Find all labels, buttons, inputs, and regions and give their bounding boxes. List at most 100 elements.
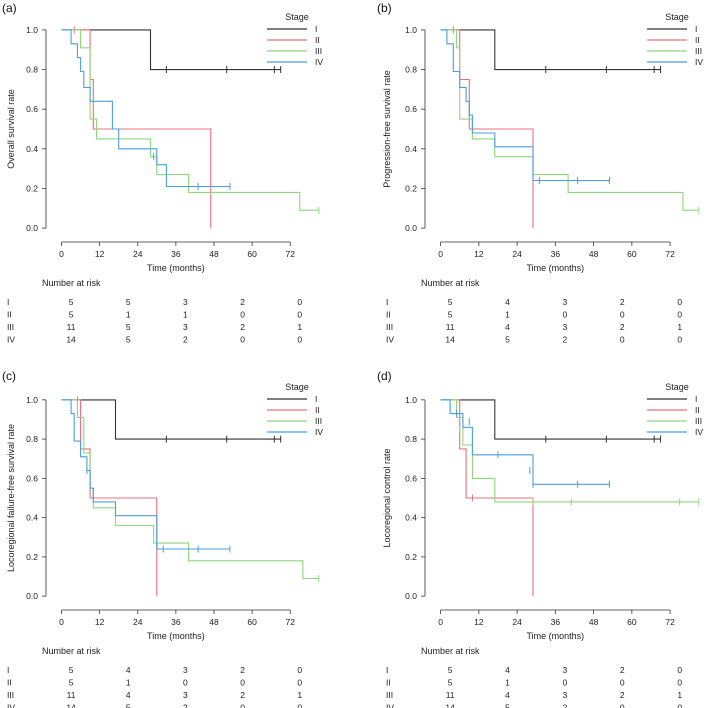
y-tick-label: 0.8	[26, 434, 38, 444]
risk-count: 5	[448, 678, 453, 688]
y-tick-label: 0.6	[26, 473, 38, 483]
legend-entry-stage-IV: IV	[315, 57, 323, 67]
risk-table-title: Number at risk	[42, 278, 101, 288]
y-tick-label: 0.2	[26, 183, 38, 193]
y-tick-label: 0.0	[405, 223, 417, 233]
km-curve-stage-II	[61, 399, 158, 597]
x-axis-label: Time (months)	[147, 263, 205, 273]
axes	[42, 399, 291, 614]
risk-count: 5	[69, 297, 74, 307]
axes	[421, 29, 671, 246]
risk-count: 2	[240, 297, 245, 307]
x-tick-label: 72	[665, 617, 675, 627]
risk-count: 0	[297, 665, 302, 675]
risk-count: 2	[620, 297, 625, 307]
x-tick-label: 60	[247, 249, 257, 259]
risk-count: 1	[505, 678, 510, 688]
risk-count: 14	[445, 335, 455, 345]
risk-count: 11	[446, 690, 455, 700]
y-axis-label: Overall survival rate	[6, 89, 16, 169]
risk-count: 0	[297, 335, 302, 345]
x-tick-label: 12	[474, 249, 484, 259]
risk-count: 5	[126, 297, 131, 307]
legend-entry-stage-III: III	[695, 46, 702, 56]
x-tick-label: 12	[474, 617, 484, 627]
x-tick-label: 48	[209, 249, 219, 259]
km-curve-stage-III	[440, 399, 699, 503]
y-tick-label: 0.6	[26, 104, 38, 114]
risk-count: 0	[677, 665, 682, 675]
risk-count: 0	[563, 310, 568, 320]
risk-count: 0	[620, 310, 625, 320]
panel-label: (c)	[2, 369, 16, 383]
risk-table-title: Number at risk	[42, 646, 101, 656]
risk-count: 0	[297, 703, 302, 708]
x-tick-label: 0	[59, 249, 64, 259]
risk-count: 4	[126, 665, 131, 675]
risk-count: 2	[620, 322, 625, 332]
y-tick-label: 0.4	[26, 144, 38, 154]
y-tick-label: 0.8	[405, 434, 417, 444]
risk-row-label: IV	[7, 703, 15, 708]
risk-count: 5	[448, 297, 453, 307]
risk-count: 5	[126, 335, 131, 345]
km-curve-stage-I	[61, 29, 281, 71]
risk-row-label: IV	[386, 335, 394, 345]
x-tick-label: 48	[589, 617, 599, 627]
risk-row-label: IV	[386, 703, 394, 708]
risk-row-label: II	[386, 678, 391, 688]
risk-count: 4	[505, 665, 510, 675]
y-tick-label: 0.8	[26, 65, 38, 75]
legend-title: Stage	[665, 12, 689, 22]
risk-count: 2	[563, 335, 568, 345]
y-tick-label: 0.6	[405, 104, 417, 114]
risk-count: 0	[620, 703, 625, 708]
y-tick-label: 1.0	[405, 395, 417, 405]
risk-count: 4	[505, 297, 510, 307]
risk-count: 14	[445, 703, 455, 708]
legend-entry-stage-I: I	[315, 24, 317, 34]
legend-entry-stage-III: III	[315, 416, 322, 426]
axes	[421, 399, 671, 614]
x-axis-label: Time (months)	[147, 631, 205, 641]
legend-entry-stage-II: II	[315, 405, 320, 415]
risk-count: 3	[563, 297, 568, 307]
legend-title: Stage	[285, 12, 309, 22]
km-curve-stage-II	[440, 29, 534, 229]
risk-count: 2	[183, 335, 188, 345]
risk-count: 1	[297, 322, 302, 332]
risk-row-label: II	[7, 310, 12, 320]
risk-count: 3	[183, 322, 188, 332]
risk-count: 4	[126, 690, 131, 700]
x-tick-label: 0	[438, 249, 443, 259]
legend-entry-stage-II: II	[315, 35, 320, 45]
risk-count: 5	[69, 678, 74, 688]
risk-count: 0	[677, 678, 682, 688]
legend-entry-stage-IV: IV	[695, 427, 703, 437]
legend-entry-stage-I: I	[695, 24, 697, 34]
panel-label: (d)	[377, 369, 392, 383]
y-axis-label: Locoregional failure-free survival rate	[6, 424, 16, 572]
legend-entry-stage-I: I	[315, 394, 317, 404]
risk-row-label: I	[7, 665, 9, 675]
risk-count: 5	[126, 322, 131, 332]
risk-row-label: III	[386, 690, 393, 700]
y-tick-label: 1.0	[26, 395, 38, 405]
risk-row-label: IV	[7, 335, 15, 345]
risk-count: 3	[563, 690, 568, 700]
risk-count: 0	[620, 678, 625, 688]
risk-count: 0	[677, 703, 682, 708]
risk-count: 3	[183, 297, 188, 307]
risk-count: 1	[505, 310, 510, 320]
risk-table-title: Number at risk	[421, 646, 480, 656]
x-tick-label: 12	[95, 617, 105, 627]
risk-count: 3	[183, 665, 188, 675]
x-tick-label: 24	[512, 249, 522, 259]
risk-count: 3	[563, 665, 568, 675]
y-tick-label: 0.2	[405, 552, 417, 562]
risk-count: 2	[240, 690, 245, 700]
legend-entry-stage-II: II	[695, 405, 700, 415]
risk-count: 2	[183, 703, 188, 708]
panel-label: (a)	[2, 1, 17, 15]
